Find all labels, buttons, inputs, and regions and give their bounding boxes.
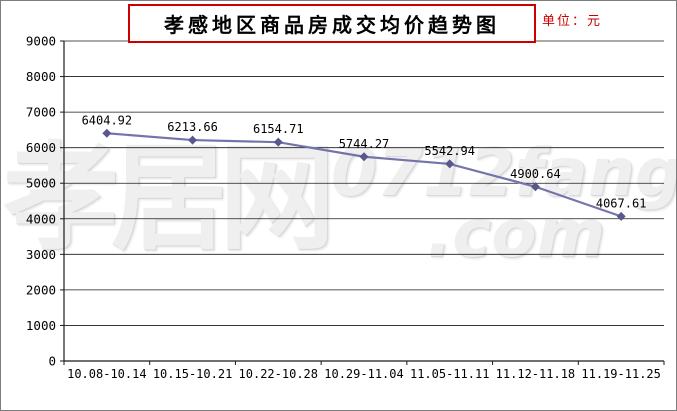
svg-text:6154.71: 6154.71 [253,122,304,136]
watermark-domain-name: 0712fang [331,134,677,211]
svg-text:9000: 9000 [26,34,56,49]
watermark-domain-tld: .com [427,194,606,272]
watermark-site-name: 孝居网 [3,131,335,266]
svg-text:0: 0 [48,354,56,369]
svg-text:5542.94: 5542.94 [424,144,475,158]
chart-title-box: 孝感地区商品房成交均价趋势图 [128,4,536,43]
svg-text:3000: 3000 [26,247,56,262]
svg-text:7000: 7000 [26,105,56,120]
svg-text:5744.27: 5744.27 [339,137,390,151]
svg-text:10.22-10.28: 10.22-10.28 [239,367,318,381]
svg-text:6213.66: 6213.66 [167,120,218,134]
svg-text:11.05-11.11: 11.05-11.11 [410,367,489,381]
watermark: 孝居网 0712fang .com [3,131,677,272]
svg-text:4900.64: 4900.64 [510,167,561,181]
svg-text:10.15-10.21: 10.15-10.21 [153,367,232,381]
chart-title: 孝感地区商品房成交均价趋势图 [164,13,500,37]
svg-text:4000: 4000 [26,211,56,226]
svg-text:10.08-10.14: 10.08-10.14 [67,367,146,381]
svg-text:11.12-11.18: 11.12-11.18 [496,367,575,381]
svg-text:1000: 1000 [26,318,56,333]
svg-text:10.29-11.04: 10.29-11.04 [324,367,403,381]
svg-text:5000: 5000 [26,176,56,191]
svg-text:11.19-11.25: 11.19-11.25 [581,367,660,381]
svg-text:4067.61: 4067.61 [596,196,647,210]
svg-text:6404.92: 6404.92 [82,113,133,127]
svg-text:2000: 2000 [26,282,56,297]
watermark-domain: 0712fang .com [331,134,677,272]
svg-text:6000: 6000 [26,140,56,155]
svg-text:8000: 8000 [26,69,56,84]
unit-label: 单位：元 [542,14,603,29]
